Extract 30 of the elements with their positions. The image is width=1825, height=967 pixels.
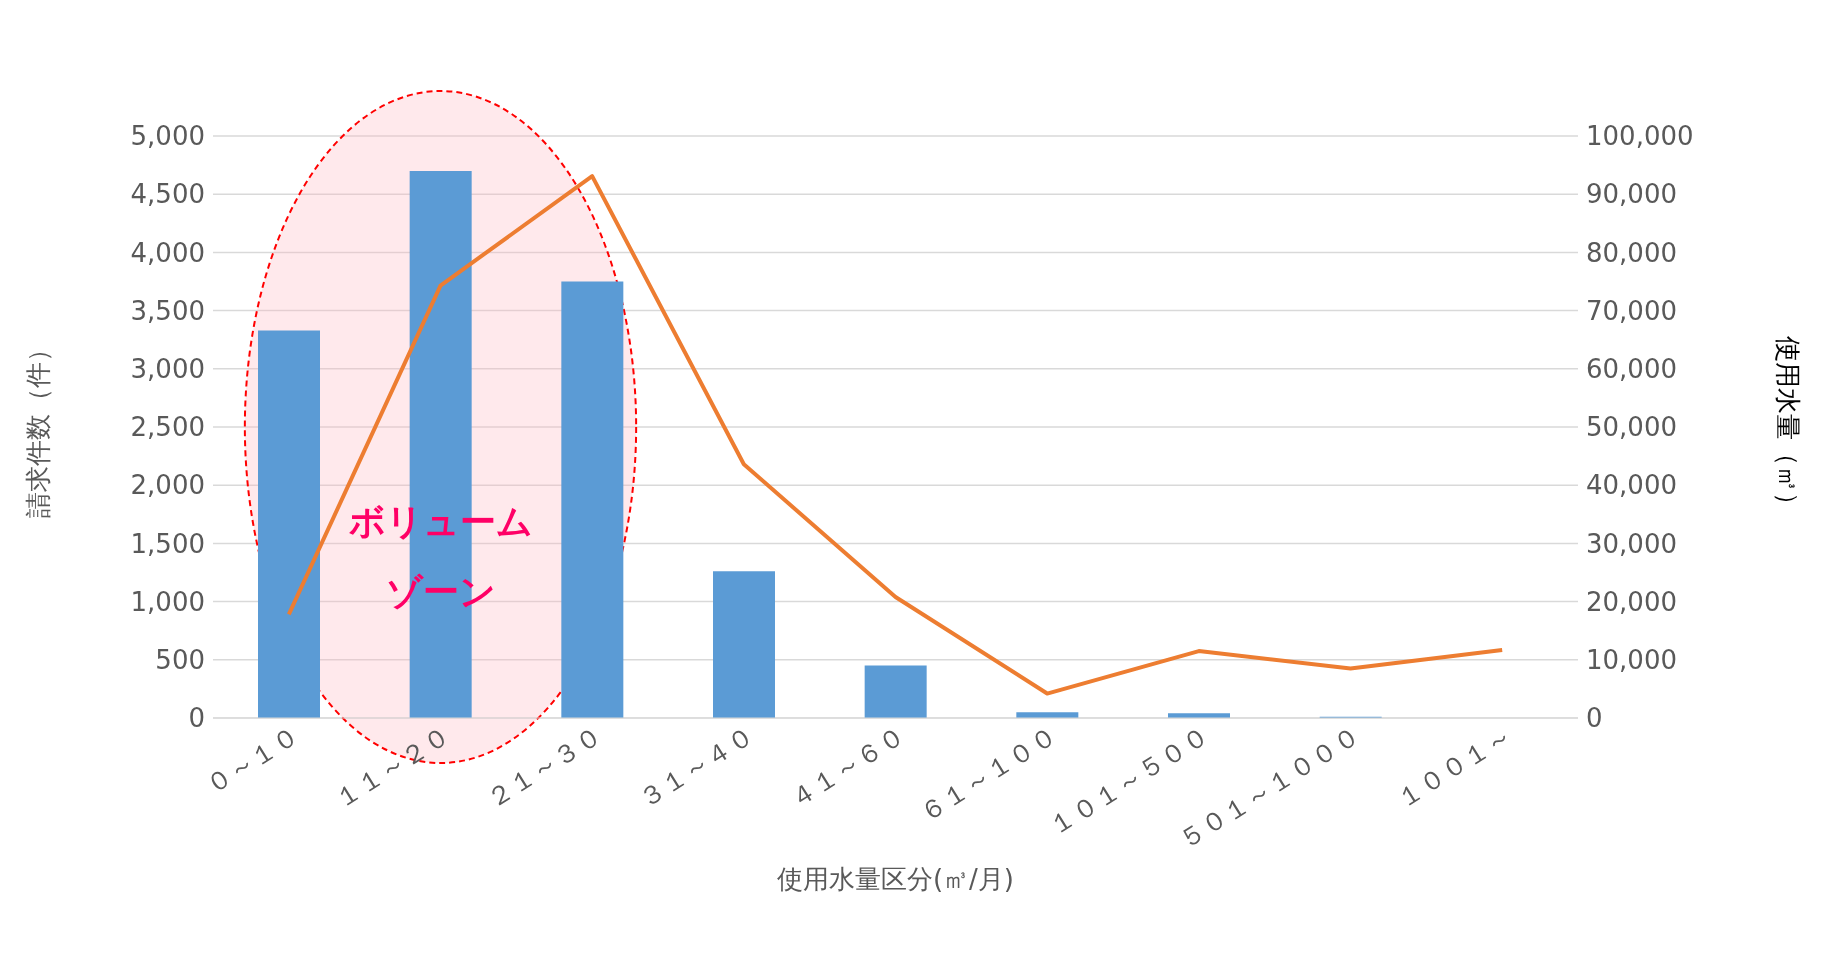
y2-tick-label: 20,000	[1586, 586, 1677, 617]
y2-tick-label: 0	[1586, 703, 1603, 734]
y2-tick-label: 60,000	[1586, 354, 1677, 385]
x-tick-label: １１～２０	[329, 719, 456, 814]
x-tick-label: ４１～６０	[784, 719, 911, 814]
y-tick-label: 1,000	[130, 586, 205, 617]
y-tick-label: 1,500	[130, 528, 205, 559]
y2-tick-label: 70,000	[1586, 295, 1677, 326]
y2-axis-title: 使用水量（㎥）	[1772, 336, 1803, 518]
y-tick-label: 3,500	[130, 295, 205, 326]
y2-tick-label: 100,000	[1586, 121, 1694, 152]
y-tick-label: 5,000	[130, 121, 205, 152]
y2-tick-label: 40,000	[1586, 470, 1677, 501]
y-tick-label: 3,000	[130, 354, 205, 385]
x-tick-label: ３１～４０	[632, 719, 760, 814]
y2-tick-label: 50,000	[1586, 412, 1677, 443]
y-tick-label: 4,500	[130, 179, 205, 210]
y-tick-label: 0	[188, 703, 205, 734]
x-tick-label: １００１～	[1391, 719, 1518, 814]
y-axis-title: 請求件数（件）	[23, 336, 54, 518]
y2-tick-label: 90,000	[1586, 179, 1677, 210]
y-tick-label: 2,000	[130, 470, 205, 501]
y-tick-label: 500	[155, 645, 205, 676]
y-tick-label: 2,500	[130, 412, 205, 443]
y2-tick-label: 80,000	[1586, 237, 1677, 268]
y2-tick-label: 10,000	[1586, 645, 1677, 676]
y-tick-label: 4,000	[130, 237, 205, 268]
x-tick-label: ２１～３０	[481, 719, 608, 814]
x-axis-title: 使用水量区分(㎥/月)	[776, 864, 1015, 894]
y2-tick-label: 30,000	[1586, 528, 1677, 559]
